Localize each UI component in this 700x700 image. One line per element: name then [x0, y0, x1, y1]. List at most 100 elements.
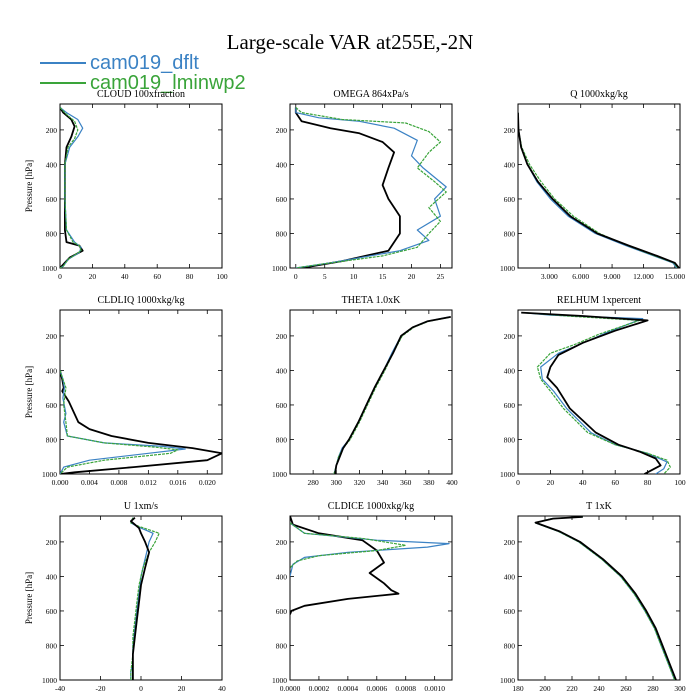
x-tick-label: 0.012 [140, 478, 157, 487]
y-tick-label: 400 [46, 572, 58, 581]
y-tick-label: 200 [276, 126, 288, 135]
x-tick-label: 380 [423, 478, 435, 487]
x-tick-label: 9.000 [604, 272, 621, 281]
x-tick-label: -20 [96, 684, 106, 693]
x-tick-label: 40 [121, 272, 129, 281]
y-tick-label: 1000 [500, 264, 515, 273]
x-tick-label: 20 [178, 684, 186, 693]
y-tick-label: 800 [504, 435, 516, 444]
x-tick-label: 5 [323, 272, 327, 281]
x-tick-label: 0.000 [52, 478, 69, 487]
y-tick-label: 1000 [42, 470, 57, 479]
series-line-blue [518, 112, 678, 268]
x-tick-label: 200 [539, 684, 551, 693]
panel-frame [59, 309, 223, 475]
y-tick-label: 800 [276, 229, 288, 238]
y-tick-label: 600 [276, 401, 288, 410]
y-tick-label: 800 [276, 641, 288, 650]
y-tick-label: 200 [46, 538, 58, 547]
series-line-green [518, 112, 679, 268]
series-line-black [60, 370, 222, 474]
x-tick-label: 220 [566, 684, 578, 693]
panel-5: THETA 1.0xK 200 400 600 800 1000 280 300 320 340 3… [272, 295, 458, 487]
y-axis-label: Pressure [hPa] [24, 160, 34, 212]
series-line-green [60, 107, 82, 268]
y-tick-label: 200 [46, 332, 58, 341]
y-tick-label: 800 [504, 229, 516, 238]
series-line-black [518, 112, 680, 268]
y-tick-label: 400 [46, 366, 58, 375]
legend-swatch-lminwp2 [40, 82, 86, 84]
series-line-black [129, 517, 151, 680]
y-tick-label: 1000 [42, 676, 57, 685]
y-tick-label: 800 [504, 641, 516, 650]
page-title: Large-scale VAR at255E,-2N [226, 30, 474, 54]
y-tick-label: 800 [46, 641, 58, 650]
x-tick-label: 3.000 [541, 272, 558, 281]
x-tick-label: 0.0000 [280, 684, 301, 693]
x-tick-label: 300 [331, 478, 343, 487]
panel-title: THETA 1.0xK [342, 295, 401, 306]
y-axis-label: Pressure [hPa] [24, 572, 34, 624]
y-tick-label: 400 [276, 366, 288, 375]
panel-title: OMEGA 864xPa/s [333, 89, 408, 100]
panel-title: CLDLIQ 1000xkg/kg [98, 295, 185, 306]
x-tick-label: 280 [308, 478, 320, 487]
y-tick-label: 800 [46, 435, 58, 444]
panel-title: CLOUD 100xfraction [97, 89, 185, 100]
series-line-green [295, 107, 447, 268]
series-line-green [60, 370, 179, 474]
series-line-black [534, 516, 677, 680]
x-tick-label: 260 [620, 684, 632, 693]
y-tick-label: 600 [276, 607, 288, 616]
x-tick-label: 100 [674, 478, 686, 487]
y-tick-label: 200 [504, 126, 516, 135]
y-tick-label: 200 [504, 332, 516, 341]
x-tick-label: 0 [516, 478, 520, 487]
y-tick-label: 600 [276, 195, 288, 204]
y-tick-label: 200 [276, 332, 288, 341]
y-axis-label: Pressure [hPa] [24, 366, 34, 418]
y-tick-label: 800 [46, 229, 58, 238]
y-tick-label: 1000 [500, 676, 515, 685]
x-tick-label: 40 [218, 684, 226, 693]
series-line-blue [534, 516, 676, 680]
series-line-black [521, 311, 662, 474]
x-tick-label: 6.000 [572, 272, 589, 281]
panel-frame [289, 515, 453, 681]
x-tick-label: 0.0002 [309, 684, 330, 693]
series-line-black [294, 107, 401, 268]
x-tick-label: 400 [446, 478, 458, 487]
x-tick-label: 280 [647, 684, 659, 693]
x-tick-label: 40 [579, 478, 587, 487]
panel-7: U 1xm/s 200 400 600 800 1000-40 -20 0 20 40 Pressu… [24, 501, 226, 693]
panel-frame [59, 515, 223, 681]
x-tick-label: -40 [55, 684, 65, 693]
panel-title: T 1xK [586, 501, 612, 512]
x-tick-label: 15 [379, 272, 387, 281]
panel-frame [517, 103, 681, 269]
y-tick-label: 1000 [42, 264, 57, 273]
panel-3: Q 1000xkg/kg 200 400 600 800 1000 3.000 6.000 9.… [500, 89, 685, 281]
y-tick-label: 600 [46, 607, 58, 616]
series-line-green [130, 517, 160, 680]
x-tick-label: 60 [153, 272, 161, 281]
y-tick-label: 1000 [500, 470, 515, 479]
legend-label-lminwp2: cam019_lminwp2 [90, 72, 246, 94]
y-tick-label: 200 [46, 126, 58, 135]
y-tick-label: 600 [504, 607, 516, 616]
x-tick-label: 240 [593, 684, 605, 693]
x-tick-label: 320 [354, 478, 366, 487]
series-line-blue [522, 312, 668, 474]
y-tick-label: 600 [46, 195, 58, 204]
x-tick-label: 10 [350, 272, 358, 281]
y-tick-label: 400 [504, 366, 516, 375]
x-tick-label: 0 [58, 272, 62, 281]
panel-frame [289, 103, 453, 269]
x-tick-label: 80 [644, 478, 652, 487]
panel-frame [289, 309, 453, 475]
